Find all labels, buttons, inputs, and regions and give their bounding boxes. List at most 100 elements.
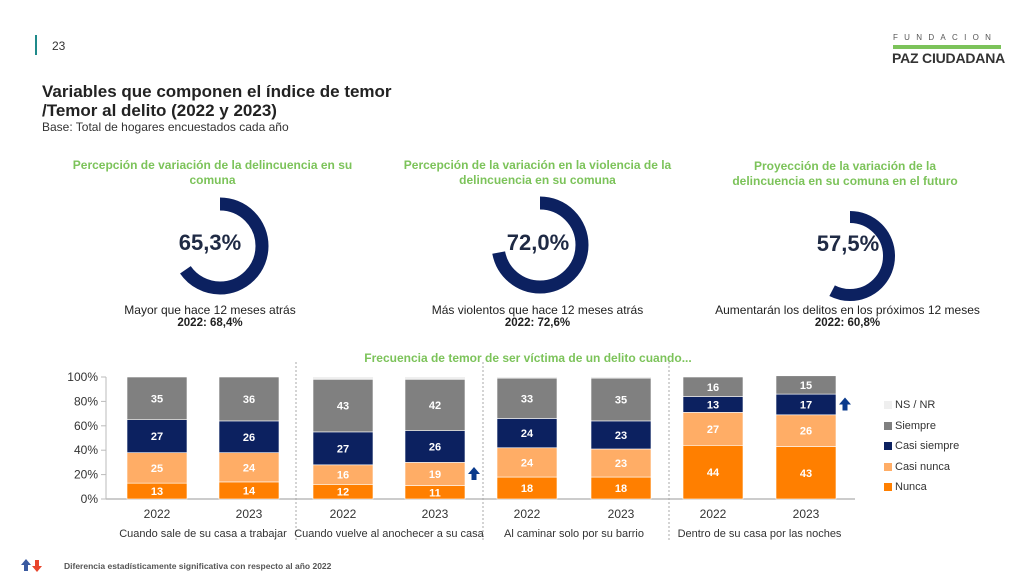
logo-line bbox=[893, 45, 1001, 49]
bar-segment-ns-nr bbox=[497, 377, 557, 379]
bar-data-label: 24 bbox=[521, 457, 534, 469]
bar-segment-nunca bbox=[775, 446, 837, 500]
significant-up-arrow-icon bbox=[839, 397, 851, 411]
bar-segment-siempre bbox=[312, 379, 374, 433]
significant-up-arrow-icon bbox=[468, 466, 480, 480]
group-label: Cuando vuelve al anochecer a su casa bbox=[294, 528, 484, 540]
kpi-1-ring-arc bbox=[171, 197, 269, 295]
legend-swatch bbox=[884, 462, 892, 471]
y-tick-label: 80% bbox=[74, 394, 98, 408]
bar-segment-siempre bbox=[590, 377, 652, 422]
bar-segment-siempre bbox=[682, 376, 744, 397]
legend-swatch bbox=[884, 401, 892, 409]
footnote: Diferencia estadísticamente significativ… bbox=[64, 561, 332, 571]
kpi-2-title: Percepción de la variación en la violenc… bbox=[403, 158, 672, 187]
bar-segment-casi-nunca bbox=[496, 447, 558, 478]
x-tick-label: 2023 bbox=[236, 507, 263, 521]
x-tick-label: 2023 bbox=[422, 507, 449, 521]
bar-data-label: 27 bbox=[337, 443, 349, 455]
kpi-3-ring-arc bbox=[805, 211, 895, 301]
bar-data-label: 16 bbox=[707, 382, 719, 394]
bar-data-label: 19 bbox=[429, 469, 441, 481]
kpi-3-value: 57,5% bbox=[816, 231, 880, 256]
bar-data-label: 27 bbox=[707, 424, 719, 436]
bar-data-label: 26 bbox=[429, 442, 441, 454]
bar-segment-ns-nr bbox=[313, 377, 373, 380]
bar-segment-casi-siempre bbox=[496, 418, 558, 449]
y-tick-label: 60% bbox=[74, 419, 98, 433]
bar-data-label: 42 bbox=[429, 400, 441, 412]
kpi-3-title: Proyección de la variación de la delincu… bbox=[732, 159, 958, 188]
bar-segment-casi-siempre bbox=[126, 419, 188, 453]
legend-swatch bbox=[884, 483, 892, 491]
bar-segment-nunca bbox=[682, 445, 744, 500]
bar-data-label: 26 bbox=[800, 426, 812, 438]
bar-data-label: 18 bbox=[615, 483, 627, 495]
legend-swatch bbox=[884, 442, 892, 450]
bar-data-label: 25 bbox=[151, 463, 163, 475]
bar-data-label: 26 bbox=[243, 432, 255, 444]
legend-label: Nunca bbox=[895, 481, 927, 493]
x-tick-label: 2022 bbox=[514, 507, 541, 521]
bar-data-label: 43 bbox=[337, 401, 349, 413]
bar-segment-siempre bbox=[404, 379, 466, 431]
kpi-1-value: 65,3% bbox=[178, 230, 242, 255]
bar-segment-siempre bbox=[775, 375, 837, 395]
legend-item: Casi nunca bbox=[884, 461, 950, 473]
kpi-2-desc: Más violentos que hace 12 meses atrás bbox=[431, 303, 644, 317]
title-line-1: Variables que componen el índice de temo… bbox=[42, 82, 392, 101]
group-label: Cuando sale de su casa a trabajar bbox=[119, 528, 287, 540]
bar-data-label: 43 bbox=[800, 468, 812, 480]
legend-swatch bbox=[884, 421, 892, 430]
bar-data-label: 35 bbox=[615, 395, 627, 407]
x-tick-label: 2022 bbox=[700, 507, 727, 521]
kpi-3-ring bbox=[805, 211, 895, 301]
stacked-bar-chart: 0% 20% 40% 60% 80% 100% 13 25 27 35 2022 14 24 26 36 20… bbox=[67, 362, 855, 540]
kpi-2-value: 72,0% bbox=[506, 230, 570, 255]
x-tick-label: 2022 bbox=[330, 507, 357, 521]
title-line-2: /Temor al delito (2022 y 2023) bbox=[42, 101, 277, 120]
y-tick-label: 40% bbox=[74, 443, 98, 457]
bar-data-label: 24 bbox=[521, 428, 534, 440]
legend-label: Casi nunca bbox=[895, 460, 951, 473]
page-title: Variables que componen el índice de temo… bbox=[42, 82, 392, 120]
bar-data-label: 24 bbox=[243, 462, 256, 474]
y-tick-label: 100% bbox=[67, 370, 98, 384]
bar-data-label: 33 bbox=[521, 393, 533, 405]
bar-segment-casi-siempre bbox=[590, 420, 652, 450]
bar-data-label: 27 bbox=[151, 431, 163, 443]
kpi-3-desc: Aumentarán los delitos en los próximos 1… bbox=[715, 303, 980, 317]
group-label: Al caminar solo por su barrio bbox=[504, 528, 644, 540]
page-number: 23 bbox=[52, 39, 66, 53]
bar-data-label: 17 bbox=[800, 399, 812, 411]
bar-segment-ns-nr bbox=[405, 377, 465, 380]
bar-data-label: 13 bbox=[707, 399, 719, 411]
significance-arrows-icon bbox=[21, 559, 42, 572]
bar-data-label: 12 bbox=[337, 487, 349, 499]
bar-segment-siempre bbox=[218, 376, 280, 422]
bar-segment-ns-nr bbox=[591, 377, 651, 379]
bar-segment-casi-nunca bbox=[126, 452, 188, 484]
kpi-2-ring bbox=[491, 196, 589, 294]
bar-data-label: 23 bbox=[615, 458, 627, 470]
bar-segment-siempre bbox=[496, 377, 558, 419]
legend-label: Casi siempre bbox=[895, 440, 960, 452]
kpi-2-ring-arc bbox=[491, 196, 589, 294]
legend-label: NS / NR bbox=[895, 399, 936, 411]
kpi-1-title: Percepción de variación de la delincuenc… bbox=[72, 158, 353, 187]
bar-data-label: 18 bbox=[521, 483, 533, 495]
bar-data-label: 13 bbox=[151, 486, 163, 498]
bar-data-label: 11 bbox=[429, 487, 441, 499]
legend-item: NS / NR bbox=[884, 399, 935, 411]
page-accent-bar bbox=[35, 35, 37, 55]
logo-paz-ciudadana: PAZ CIUDADANA bbox=[892, 50, 1006, 66]
bar-segment-siempre bbox=[126, 376, 188, 421]
legend-item: Siempre bbox=[884, 420, 936, 432]
kpi-1-ring bbox=[171, 197, 269, 295]
bar-segment-casi-siempre bbox=[218, 420, 280, 453]
x-tick-label: 2022 bbox=[144, 507, 171, 521]
bar-segment-casi-nunca bbox=[682, 412, 744, 446]
bar-segment-casi-nunca bbox=[590, 448, 652, 478]
bar-data-label: 15 bbox=[800, 380, 812, 392]
